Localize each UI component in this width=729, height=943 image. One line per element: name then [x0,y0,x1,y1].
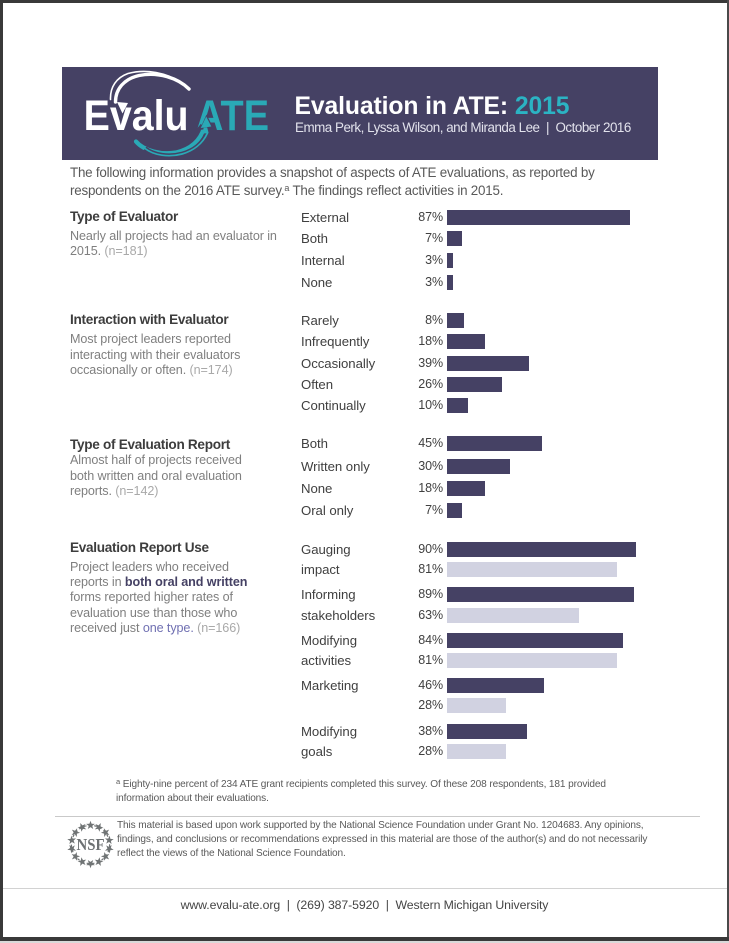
svg-text:Evalu: Evalu [84,92,189,140]
svg-text:NSF: NSF [77,835,105,854]
